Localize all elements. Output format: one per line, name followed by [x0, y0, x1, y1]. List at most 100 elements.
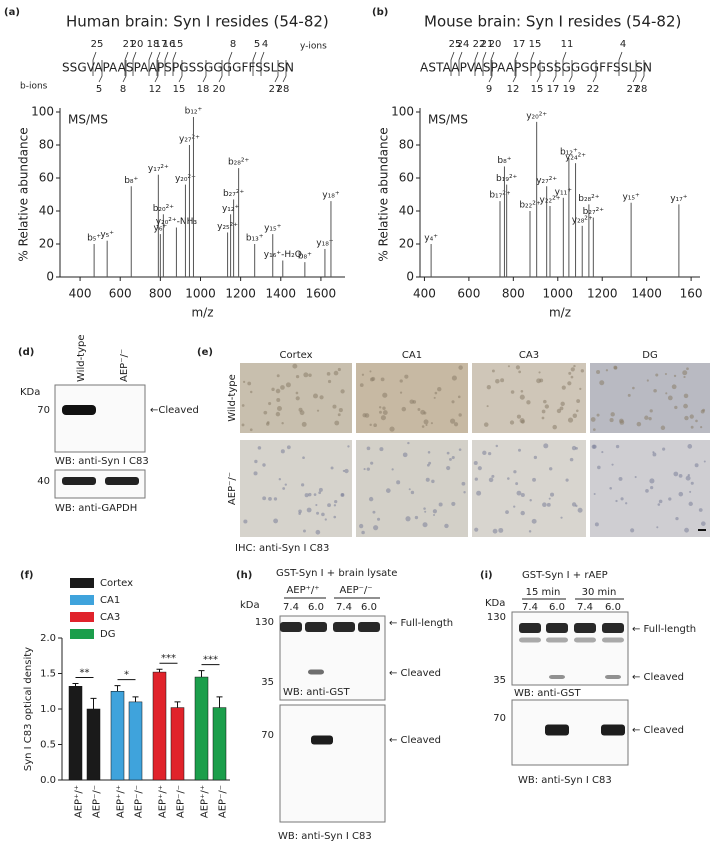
- error-bar: [132, 696, 139, 702]
- x-tick-label: 400: [413, 287, 436, 301]
- ph-label: 6.0: [308, 602, 324, 613]
- peak-label: y₁₁⁺: [555, 187, 573, 197]
- cell: [280, 385, 285, 390]
- cell: [673, 471, 679, 477]
- cell: [674, 405, 678, 410]
- cell: [399, 379, 403, 383]
- x-tick-label: AEP⁻/⁻: [218, 785, 229, 818]
- cell: [285, 382, 291, 388]
- y-ion: 15: [171, 39, 184, 50]
- bar: [212, 707, 227, 781]
- cell: [402, 452, 408, 458]
- y-tick-label: 40: [399, 204, 414, 218]
- peak-label: y₆⁺: [154, 224, 168, 234]
- cell: [509, 420, 515, 425]
- b-ion: 15: [173, 84, 186, 95]
- cleavage: [450, 51, 455, 76]
- y-tick-label: 0: [406, 270, 414, 284]
- cell: [253, 471, 258, 476]
- cell: [571, 445, 577, 451]
- cell: [396, 480, 401, 485]
- cell: [301, 421, 307, 427]
- cell: [526, 400, 531, 405]
- cell: [671, 384, 677, 390]
- cell: [649, 409, 653, 413]
- cell: [319, 395, 324, 400]
- cell: [263, 410, 268, 415]
- cleavage: [514, 51, 519, 76]
- bar: [170, 707, 185, 781]
- cell: [421, 425, 425, 428]
- kda-label: KDa: [485, 598, 505, 609]
- cell: [507, 477, 510, 480]
- cell: [315, 503, 318, 507]
- cell: [446, 465, 451, 471]
- cell: [327, 379, 332, 384]
- cell: [315, 529, 321, 535]
- ihc-image: [356, 363, 468, 433]
- cell: [609, 418, 614, 423]
- cell: [412, 400, 417, 404]
- legend-swatch: [70, 578, 94, 588]
- cell: [576, 409, 579, 413]
- cell: [650, 486, 654, 490]
- band-label: ← Full-length: [389, 618, 453, 629]
- cell: [592, 444, 597, 449]
- y-tick-label: 2.0: [40, 633, 56, 644]
- cell: [565, 478, 569, 482]
- cell: [668, 497, 672, 501]
- cell: [295, 391, 299, 395]
- cell: [513, 470, 517, 474]
- sequence: ASTAAPVASPAAPSPGSSGGGGFFSSLSN: [420, 61, 652, 75]
- cell: [458, 365, 463, 370]
- cell: [543, 399, 547, 404]
- cell: [286, 445, 291, 450]
- error-bar: [174, 701, 181, 708]
- panel-label: (d): [18, 347, 34, 358]
- cleavage: [458, 51, 463, 76]
- b-ion: 9: [486, 84, 492, 95]
- panel-title: GST-Syn I + rAEP: [522, 570, 608, 581]
- cell: [652, 452, 657, 457]
- cell: [532, 477, 536, 482]
- cell: [550, 492, 555, 497]
- b-ion: 17: [547, 84, 560, 95]
- cell: [515, 365, 521, 370]
- band: [280, 622, 302, 632]
- y-tick-label: 40: [39, 204, 54, 218]
- band: [574, 637, 596, 643]
- band: [605, 675, 621, 679]
- cell: [426, 463, 430, 467]
- cell: [324, 518, 327, 521]
- peak-label: b₁₂⁺: [560, 148, 578, 158]
- cell: [275, 411, 281, 417]
- cell: [453, 422, 459, 427]
- cell: [683, 403, 688, 409]
- cell: [665, 392, 668, 395]
- cell: [625, 502, 628, 505]
- cell: [495, 444, 499, 448]
- cell: [695, 419, 698, 423]
- cell: [701, 521, 706, 526]
- cell: [688, 501, 693, 507]
- ion-type: y-ions: [300, 42, 327, 52]
- cell: [308, 492, 312, 497]
- cell: [417, 408, 421, 411]
- x-tick-label: 1200: [587, 287, 618, 301]
- group-label: 30 min: [582, 587, 617, 598]
- row-label: AEP⁻/⁻: [227, 472, 238, 505]
- cell: [363, 468, 366, 471]
- cell: [662, 447, 666, 451]
- cell: [431, 479, 435, 484]
- band: [602, 637, 624, 643]
- ihc-image: [472, 440, 586, 537]
- peak-label: y₄⁺: [424, 234, 438, 244]
- cell: [698, 508, 703, 512]
- panel-label: (h): [236, 570, 252, 581]
- cell: [570, 375, 574, 379]
- cell: [295, 396, 300, 401]
- band-label: ← Cleaved: [632, 725, 684, 736]
- cell: [689, 414, 694, 419]
- cell: [334, 420, 340, 426]
